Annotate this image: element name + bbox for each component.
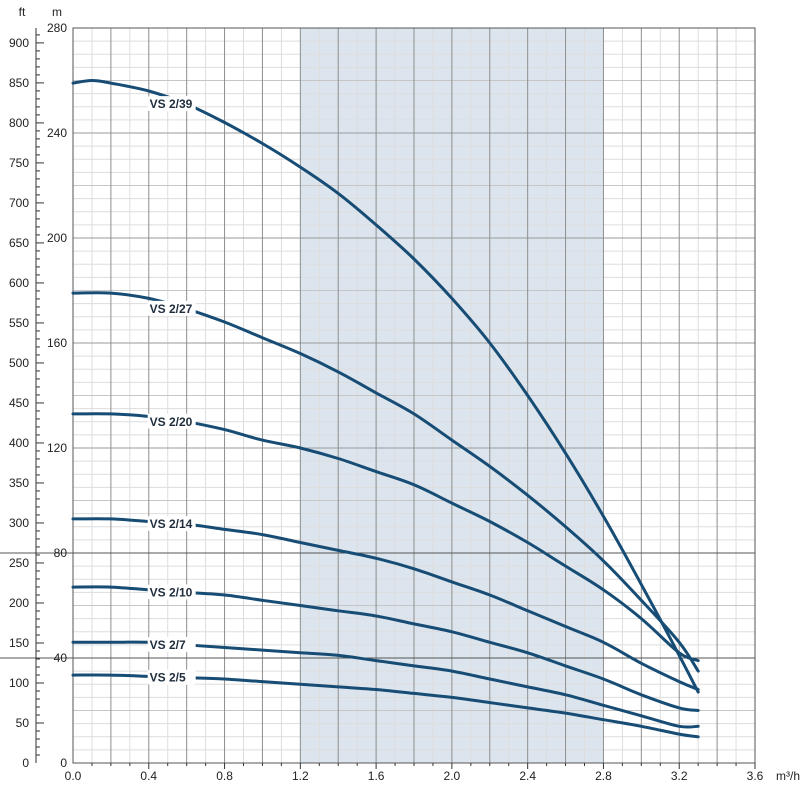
left-axis-unit: ft [19,5,26,19]
curve-labels: VS 2/39 VS 2/27 VS 2/20 VS 2/14 VS 2/10 VS 2/… [147,96,196,685]
axes: 0501001502002503003504004505005506006507… [9,21,764,783]
right-axis-unit: m [52,5,62,19]
x-tick-label: 3.2 [671,769,688,783]
curve-label-vs-2-5: VS 2/5 [147,669,196,685]
m-tick-label: 200 [47,231,67,245]
ft-tick-label: 900 [9,36,29,50]
curve-label-vs-2-7: VS 2/7 [147,636,196,652]
ft-tick-label: 850 [9,76,29,90]
curve-label-vs-2-27: VS 2/27 [147,300,196,316]
curve-label-vs-2-14: VS 2/14 [147,516,196,532]
ft-tick-label: 50 [16,716,30,730]
ft-tick-label: 200 [9,596,29,610]
curve-vs-2-39 [71,79,700,694]
x-tick-label: 2.4 [519,769,536,783]
m-tick-label: 80 [54,546,68,560]
curve-label-vs-2-20: VS 2/20 [147,413,196,429]
x-axis-unit: m³/h [776,769,800,783]
ft-tick-label: 300 [9,516,29,530]
curve-label-text: VS 2/10 [150,585,193,599]
curve-label-bg [147,516,196,532]
ft-tick-label: 450 [9,396,29,410]
m-tick-label: 280 [47,21,67,35]
ft-tick-label: 700 [9,196,29,210]
x-tick-label: 2.8 [595,769,612,783]
ft-tick-label: 750 [9,156,29,170]
ft-tick-label: 400 [9,436,29,450]
ft-tick-label: 650 [9,236,29,250]
ft-tick-label: 350 [9,476,29,490]
curve-label-bg [147,96,196,112]
x-tick-label: 2.0 [444,769,461,783]
ft-tick-label: 100 [9,676,29,690]
ft-tick-label: 500 [9,356,29,370]
ft-tick-label: 600 [9,276,29,290]
x-tick-label: 0.4 [140,769,157,783]
grid [0,28,755,763]
curve-label-bg [147,584,196,600]
ft-tick-label: 550 [9,316,29,330]
curve-label-text: VS 2/27 [150,302,193,316]
curve-label-bg [147,300,196,316]
m-tick-label: 240 [47,126,67,140]
x-tick-label: 1.2 [292,769,309,783]
curve-label-text: VS 2/20 [150,415,193,429]
curve-label-bg [147,669,196,685]
ft-tick-label: 150 [9,636,29,650]
x-tick-label: 0.8 [216,769,233,783]
curve-label-vs-2-10: VS 2/10 [147,584,196,600]
curve-label-text: VS 2/14 [150,517,193,531]
ft-tick-label: 0 [22,756,29,770]
m-tick-label: 0 [60,756,67,770]
x-tick-label: 1.6 [368,769,385,783]
m-tick-label: 40 [54,651,68,665]
curve-label-text: VS 2/7 [150,638,186,652]
x-tick-label: 3.6 [747,769,764,783]
curve-label-bg [147,413,196,429]
ft-tick-label: 250 [9,556,29,570]
ft-tick-label: 800 [9,116,29,130]
m-tick-label: 120 [47,441,67,455]
curve-label-text: VS 2/5 [150,671,186,685]
x-tick-label: 0.0 [65,769,82,783]
m-tick-label: 160 [47,336,67,350]
curve-label-text: VS 2/39 [150,97,193,111]
curve-label-bg [147,636,196,652]
curve-label-vs-2-39: VS 2/39 [147,96,196,112]
